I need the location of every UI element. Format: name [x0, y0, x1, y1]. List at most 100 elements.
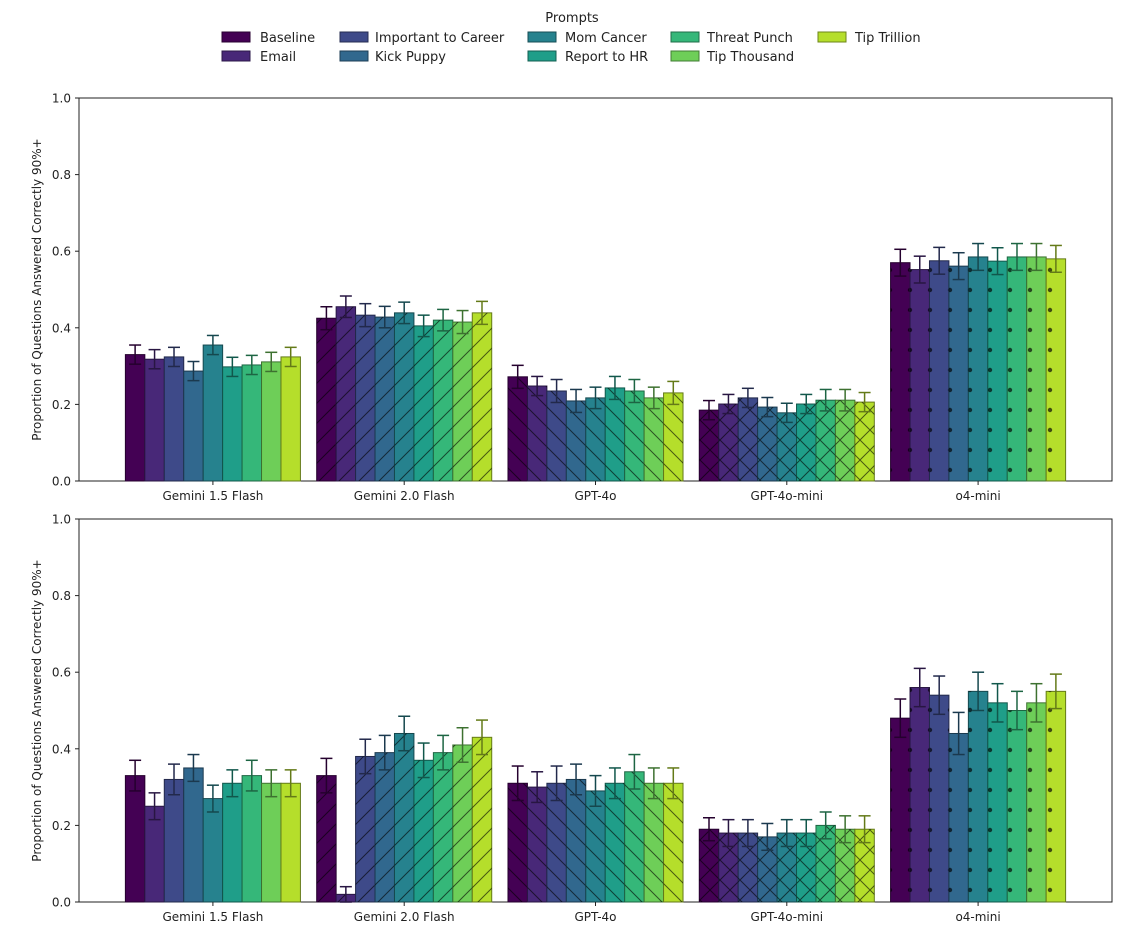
chart-top: 0.0 0.2 0.4 0.6 0.8 1.0 Proportion of Question…: [30, 92, 1113, 503]
legend-label: Report to HR: [565, 50, 648, 65]
legend-title: Prompts: [545, 11, 599, 26]
legend-swatch: [221, 31, 251, 43]
bar-group: [316, 715, 493, 903]
bar-group: [507, 364, 684, 482]
bar-hatch: [929, 695, 949, 902]
bar-hatch: [835, 400, 855, 481]
bar-hatch: [757, 407, 778, 481]
bar-hatch: [644, 783, 664, 902]
bar-hatch: [507, 783, 528, 902]
bar-hatch: [585, 397, 606, 481]
x-tick-label: Gemini 2.0 Flash: [354, 489, 455, 503]
y-tick-label: 0.0: [52, 475, 71, 489]
bar-hatch: [316, 775, 337, 902]
legend-entry: Report to HR: [527, 50, 648, 65]
x-tick-label: Gemini 2.0 Flash: [354, 910, 455, 924]
bar-hatch: [644, 397, 664, 481]
bar-hatch: [929, 260, 949, 481]
bar: [261, 782, 282, 903]
x-tick-label: Gemini 1.5 Flash: [163, 910, 264, 924]
bar-hatch: [472, 312, 492, 481]
legend-label: Baseline: [260, 31, 315, 46]
bar: [202, 798, 224, 903]
y-tick-label: 0.6: [52, 666, 71, 680]
bar: [144, 358, 165, 482]
bar: [163, 356, 185, 482]
bar-hatch: [968, 256, 988, 481]
bar-hatch: [566, 779, 586, 902]
bar: [222, 782, 243, 903]
bar-hatch: [890, 262, 911, 481]
legend-swatch: [670, 50, 700, 62]
bar: [124, 354, 146, 482]
bar-hatch: [566, 400, 586, 481]
bar-hatch: [413, 325, 434, 481]
bar: [183, 370, 204, 482]
legend-entry: Tip Thousand: [670, 50, 794, 65]
x-tick-label: GPT-4o: [574, 489, 616, 503]
bar: [280, 782, 301, 903]
bar-hatch: [472, 737, 492, 902]
x-tick-label: Gemini 1.5 Flash: [163, 489, 264, 503]
bar-hatch: [718, 404, 739, 481]
bar-hatch: [336, 306, 356, 481]
bar-hatch: [546, 783, 567, 902]
y-tick-label: 0.8: [52, 168, 71, 182]
bar-hatch: [910, 687, 930, 902]
legend-entry: Threat Punch: [670, 31, 793, 46]
bar-hatch: [796, 833, 816, 902]
bar-group: [316, 295, 493, 482]
bar-hatch: [987, 702, 1008, 902]
legend-entry: Mom Cancer: [527, 31, 647, 46]
bar-hatch: [507, 376, 528, 481]
bar: [202, 344, 224, 482]
bar-group: [124, 753, 301, 903]
x-tick-label: o4-mini: [955, 489, 1000, 503]
bar-hatch: [527, 386, 547, 481]
bar-group: [698, 811, 875, 903]
bar-group: [890, 242, 1067, 482]
legend-label: Tip Thousand: [706, 50, 794, 65]
legend-entry: Kick Puppy: [339, 50, 446, 65]
bar-hatch: [663, 783, 684, 902]
bar: [241, 364, 263, 482]
bar-hatch: [968, 691, 988, 902]
bar-hatch: [738, 397, 758, 481]
bar-group: [890, 667, 1067, 903]
bar: [144, 805, 165, 903]
bar-hatch: [854, 829, 875, 902]
bar: [261, 361, 282, 482]
bar-hatch: [624, 771, 645, 902]
bar-hatch: [987, 261, 1008, 481]
legend-entry: Email: [221, 50, 296, 65]
legend: Prompts Baseline Email Important to Career…: [221, 11, 921, 65]
legend-label: Tip Trillion: [854, 31, 921, 46]
chart-bottom: 0.0 0.2 0.4 0.6 0.8 1.0 Proportion of Question…: [30, 513, 1113, 924]
legend-entry: Tip Trillion: [817, 31, 921, 46]
bar-hatch: [605, 387, 625, 481]
legend-swatch: [339, 31, 369, 43]
bar-hatch: [738, 833, 758, 902]
bar-hatch: [854, 402, 875, 481]
bar: [241, 775, 263, 903]
bar-hatch: [433, 752, 453, 902]
y-tick-label: 0.0: [52, 896, 71, 910]
bar: [124, 775, 146, 903]
x-tick-label: o4-mini: [955, 910, 1000, 924]
bar-hatch: [452, 744, 473, 902]
bar-hatch: [413, 760, 434, 902]
bar-hatch: [890, 718, 911, 902]
bar-hatch: [910, 269, 930, 481]
bar-hatch: [1046, 258, 1066, 481]
bar-hatch: [1046, 691, 1066, 902]
bar-hatch: [718, 833, 739, 902]
bar-hatch: [394, 312, 414, 481]
y-axis-label: Proportion of Questions Answered Correct…: [30, 559, 44, 861]
legend-swatch: [670, 31, 700, 43]
bar-hatch: [835, 829, 855, 902]
bar-hatch: [1026, 702, 1047, 902]
legend-swatch: [339, 50, 369, 62]
y-tick-label: 0.4: [52, 742, 71, 756]
bar-hatch: [316, 318, 337, 481]
